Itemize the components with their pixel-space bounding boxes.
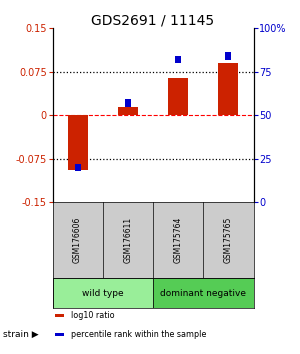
- Text: GSM176611: GSM176611: [123, 217, 132, 263]
- Bar: [175, 56, 181, 63]
- Text: wild type: wild type: [82, 289, 124, 298]
- Bar: [225, 52, 231, 60]
- Text: GSM176606: GSM176606: [73, 217, 82, 263]
- Bar: [118, 107, 138, 115]
- Bar: [75, 164, 81, 171]
- Text: GSM175764: GSM175764: [174, 217, 183, 263]
- Bar: [68, 115, 88, 170]
- Text: GSM175765: GSM175765: [224, 217, 233, 263]
- Text: dominant negative: dominant negative: [160, 289, 246, 298]
- Text: strain ▶: strain ▶: [3, 330, 39, 339]
- Bar: [52, 278, 153, 308]
- Text: percentile rank within the sample: percentile rank within the sample: [70, 330, 206, 339]
- Text: log10 ratio: log10 ratio: [70, 311, 114, 320]
- Title: GDS2691 / 11145: GDS2691 / 11145: [92, 13, 214, 27]
- Bar: [55, 314, 64, 317]
- Bar: [153, 278, 254, 308]
- Bar: [168, 78, 188, 115]
- Bar: [55, 333, 64, 336]
- Bar: [218, 63, 239, 115]
- Bar: [125, 99, 131, 107]
